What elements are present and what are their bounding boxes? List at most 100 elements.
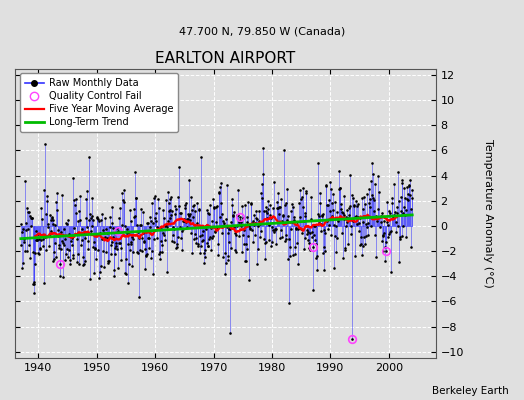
Point bbox=[196, 243, 205, 250]
Point bbox=[31, 250, 40, 256]
Point bbox=[300, 246, 308, 252]
Point bbox=[318, 213, 326, 219]
Point bbox=[310, 232, 319, 238]
Point bbox=[364, 232, 372, 238]
Point bbox=[79, 262, 87, 268]
Point bbox=[265, 222, 274, 228]
Point bbox=[119, 196, 127, 203]
Point bbox=[97, 217, 105, 223]
Point bbox=[298, 194, 306, 201]
Point bbox=[381, 244, 389, 251]
Point bbox=[77, 242, 85, 248]
Point bbox=[212, 204, 221, 210]
Point bbox=[185, 176, 193, 183]
Point bbox=[265, 237, 273, 244]
Point bbox=[131, 169, 139, 176]
Point bbox=[314, 160, 322, 166]
Point bbox=[193, 243, 202, 250]
Point bbox=[257, 195, 266, 202]
Point bbox=[157, 238, 166, 245]
Point bbox=[166, 214, 174, 221]
Point bbox=[26, 213, 34, 220]
Point bbox=[132, 195, 140, 202]
Point bbox=[235, 216, 244, 223]
Point bbox=[302, 188, 310, 194]
Point bbox=[331, 199, 339, 206]
Point bbox=[71, 202, 80, 208]
Point bbox=[66, 261, 74, 268]
Point bbox=[204, 243, 213, 249]
Point bbox=[158, 249, 167, 255]
Point bbox=[408, 187, 417, 194]
Point bbox=[195, 232, 204, 239]
Point bbox=[213, 203, 221, 210]
Point bbox=[243, 246, 251, 252]
Point bbox=[321, 248, 330, 254]
Point bbox=[250, 212, 258, 218]
Point bbox=[392, 210, 401, 216]
Point bbox=[396, 233, 404, 240]
Point bbox=[164, 218, 172, 224]
Point bbox=[320, 267, 328, 273]
Point bbox=[373, 218, 381, 224]
Point bbox=[179, 226, 188, 232]
Point bbox=[45, 232, 53, 239]
Point bbox=[26, 255, 34, 261]
Point bbox=[40, 234, 49, 240]
Point bbox=[275, 204, 283, 210]
Point bbox=[161, 222, 170, 228]
Point bbox=[130, 206, 138, 212]
Point bbox=[272, 205, 281, 211]
Point bbox=[210, 205, 218, 212]
Point bbox=[296, 187, 304, 193]
Point bbox=[234, 187, 242, 193]
Point bbox=[398, 233, 406, 239]
Point bbox=[241, 202, 249, 208]
Point bbox=[219, 253, 227, 260]
Point bbox=[270, 226, 279, 233]
Point bbox=[282, 232, 291, 238]
Point bbox=[338, 208, 346, 215]
Point bbox=[93, 214, 101, 220]
Point bbox=[303, 230, 311, 237]
Point bbox=[377, 210, 386, 216]
Point bbox=[60, 226, 69, 232]
Point bbox=[182, 224, 191, 230]
Point bbox=[114, 265, 122, 271]
Point bbox=[80, 261, 89, 268]
Point bbox=[148, 248, 156, 255]
Point bbox=[27, 223, 35, 229]
Point bbox=[385, 207, 394, 214]
Point bbox=[219, 218, 227, 225]
Point bbox=[227, 219, 235, 226]
Point bbox=[252, 208, 260, 214]
Point bbox=[217, 200, 225, 206]
Legend: Raw Monthly Data, Quality Control Fail, Five Year Moving Average, Long-Term Tren: Raw Monthly Data, Quality Control Fail, … bbox=[20, 74, 178, 132]
Point bbox=[351, 252, 359, 259]
Point bbox=[376, 214, 384, 220]
Point bbox=[382, 248, 390, 254]
Point bbox=[352, 198, 361, 204]
Point bbox=[111, 244, 119, 251]
Point bbox=[125, 246, 134, 253]
Point bbox=[350, 202, 358, 209]
Point bbox=[158, 242, 166, 249]
Point bbox=[315, 220, 323, 227]
Point bbox=[329, 190, 337, 197]
Point bbox=[305, 244, 313, 251]
Point bbox=[136, 222, 144, 228]
Point bbox=[103, 235, 111, 242]
Point bbox=[181, 200, 190, 206]
Point bbox=[99, 248, 107, 254]
Point bbox=[371, 232, 379, 239]
Point bbox=[45, 242, 53, 249]
Text: Berkeley Earth: Berkeley Earth bbox=[432, 386, 508, 396]
Point bbox=[309, 244, 318, 250]
Point bbox=[287, 226, 295, 233]
Point bbox=[297, 226, 305, 232]
Point bbox=[237, 203, 246, 210]
Point bbox=[80, 231, 88, 237]
Point bbox=[18, 229, 26, 236]
Point bbox=[291, 224, 300, 231]
Point bbox=[262, 208, 270, 214]
